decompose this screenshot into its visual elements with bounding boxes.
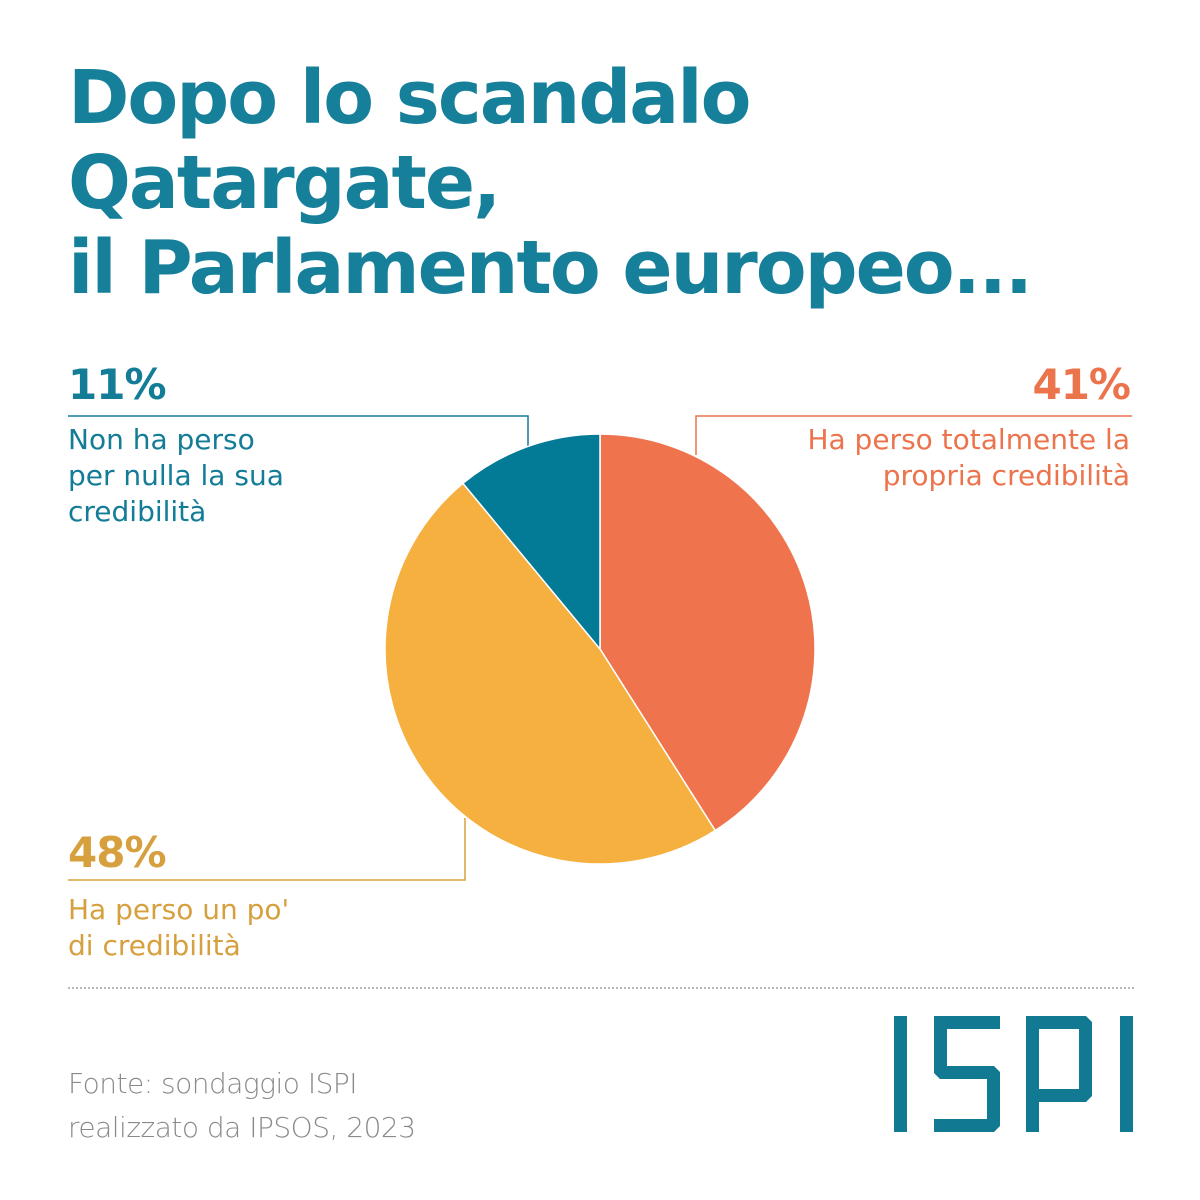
label-line: di credibilità: [68, 929, 241, 962]
title-line: Dopo lo scandalo: [68, 55, 751, 141]
pie-slice-teal: [461, 433, 601, 652]
title-line: il Parlamento europeo...: [68, 225, 1033, 311]
title-line: Qatargate,: [68, 140, 501, 226]
label-line: Ha perso totalmente la: [807, 423, 1130, 456]
connector-teal: [68, 415, 529, 446]
connector-orange: [695, 415, 1132, 455]
data-label-orange-value: 41%: [1032, 360, 1131, 409]
pie-slice-yellow: [384, 482, 717, 865]
ispi-logo: ISPI: [894, 1016, 1133, 1132]
data-label-orange-text: Ha perso totalmente la propria credibili…: [807, 422, 1130, 494]
data-label-teal-text: Non ha perso per nulla la sua credibilit…: [68, 422, 284, 530]
data-label-yellow-value: 48%: [68, 828, 167, 877]
data-label-yellow-text: Ha perso un po' di credibilità: [68, 892, 289, 964]
pie-slice-orange: [599, 433, 816, 832]
label-line: propria credibilità: [882, 459, 1130, 492]
source-note: Fonte: sondaggio ISPI realizzato da IPSO…: [68, 1062, 416, 1150]
connector-yellow: [68, 818, 466, 881]
source-line: realizzato da IPSOS, 2023: [68, 1111, 416, 1144]
divider: [68, 987, 1134, 989]
label-line: per nulla la sua: [68, 459, 284, 492]
source-line: Fonte: sondaggio ISPI: [68, 1067, 358, 1100]
chart-title: Dopo lo scandalo Qatargate, il Parlament…: [68, 55, 1033, 311]
label-line: Non ha perso: [68, 423, 255, 456]
data-label-teal-value: 11%: [68, 360, 167, 409]
label-line: credibilità: [68, 495, 207, 528]
label-line: Ha perso un po': [68, 893, 290, 926]
